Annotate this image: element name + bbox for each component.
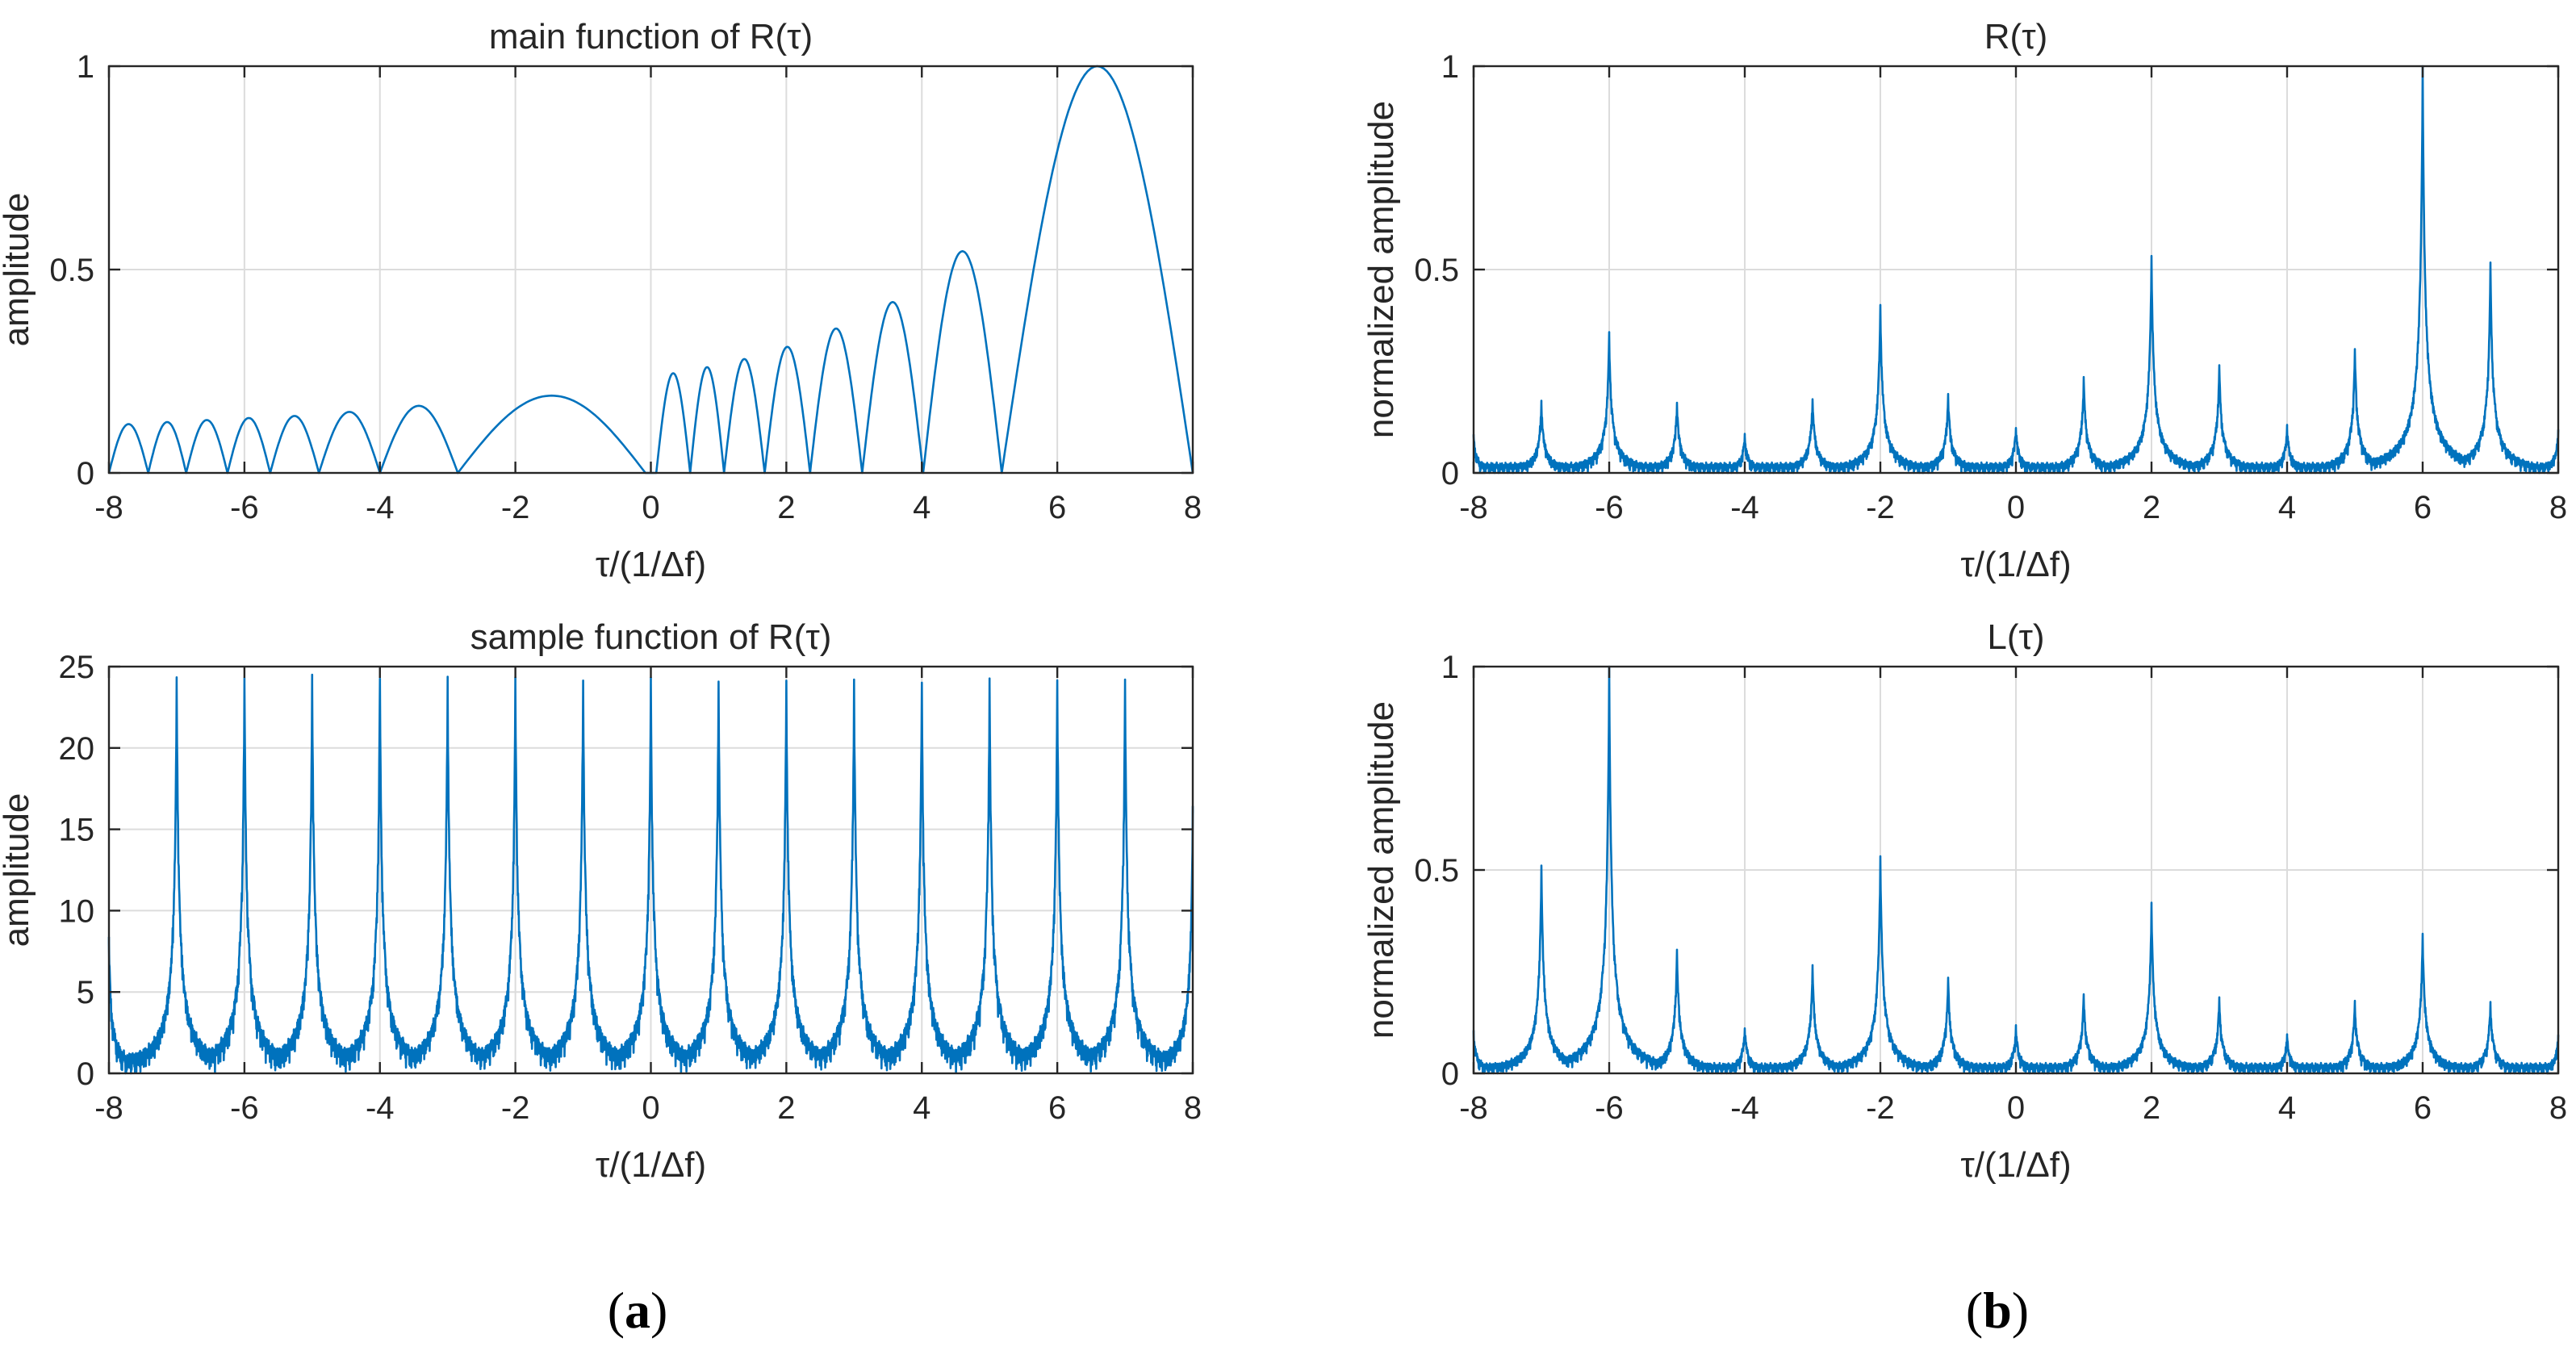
- x-tick-label: -6: [1595, 1090, 1624, 1126]
- x-tick-label: 2: [777, 1090, 795, 1126]
- x-tick-label: 2: [2143, 1090, 2160, 1126]
- x-tick-label: 4: [913, 1090, 930, 1126]
- y-tick-label: 0.5: [1414, 253, 1459, 288]
- y-tick-label: 0.5: [49, 253, 94, 288]
- panel-label-a: (a): [608, 1282, 668, 1339]
- data-series-L: [1472, 665, 2560, 1075]
- x-tick-label: 0: [642, 1090, 659, 1126]
- y-tick-label: 5: [77, 975, 94, 1010]
- y-tick-label: 15: [59, 813, 95, 848]
- y-tick-label: 0.5: [1414, 853, 1459, 889]
- x-tick-label: 4: [913, 490, 930, 525]
- y-tick-label: 1: [1441, 49, 1459, 85]
- y-tick-label: 0: [77, 456, 94, 491]
- x-tick-label: 8: [1184, 490, 1202, 525]
- x-axis-label: τ/(1/Δf): [596, 545, 706, 584]
- x-tick-label: 6: [1048, 490, 1066, 525]
- y-tick-label: 0: [77, 1056, 94, 1092]
- x-tick-label: 6: [2414, 490, 2432, 525]
- x-tick-label: 6: [2414, 1090, 2432, 1126]
- y-tick-label: 10: [59, 893, 95, 929]
- x-tick-label: 2: [777, 490, 795, 525]
- chart-L: -8 -6 -4 -2 0 2 4 6 8 0 0.5 1 L(τ) τ/(1/Δf) normalized…: [1361, 617, 2567, 1185]
- chart-title: R(τ): [1984, 17, 2047, 56]
- chart-title: sample function of R(τ): [470, 617, 832, 657]
- x-tick-label: 4: [2278, 1090, 2296, 1126]
- y-tick-label: 0: [1441, 456, 1459, 491]
- x-tick-label: 8: [1184, 1090, 1202, 1126]
- data-series-R: [1472, 65, 2560, 475]
- x-tick-label: 0: [2007, 1090, 2025, 1126]
- y-tick-label: 1: [1441, 650, 1459, 685]
- chart-sample-function: -8 -6 -4 -2 0 2 4 6 8 0 5 10 15 20 25 sample function o…: [0, 617, 1202, 1185]
- x-tick-label: -8: [1459, 1090, 1488, 1126]
- x-tick-label: 6: [1048, 1090, 1066, 1126]
- x-tick-label: -2: [1866, 490, 1895, 525]
- y-tick-label: 25: [59, 650, 95, 685]
- x-tick-label: -8: [1459, 490, 1488, 525]
- x-tick-label: 8: [2549, 490, 2567, 525]
- chart-title: main function of R(τ): [489, 17, 813, 56]
- y-tick-label: 1: [77, 49, 94, 85]
- x-tick-label: 0: [642, 490, 659, 525]
- y-axis-label: amplitude: [0, 793, 36, 947]
- x-tick-label: 8: [2549, 1090, 2567, 1126]
- data-series-sample: [107, 673, 1194, 1075]
- x-tick-label: -4: [366, 490, 395, 525]
- x-tick-label: -2: [1866, 1090, 1895, 1126]
- y-axis-label: amplitude: [0, 193, 36, 347]
- chart-main-function: -8 -6 -4 -2 0 2 4 6 8 0 0.5 1 main function of R(τ) τ…: [0, 17, 1202, 584]
- chart-R: -8 -6 -4 -2 0 2 4 6 8 0 0.5 1 R(τ) τ/(1/Δf) normalized…: [1361, 17, 2567, 584]
- x-tick-label: -6: [230, 1090, 259, 1126]
- x-tick-label: -4: [1730, 1090, 1759, 1126]
- x-tick-label: -4: [1730, 490, 1759, 525]
- x-tick-label: 0: [2007, 490, 2025, 525]
- x-tick-label: -6: [1595, 490, 1624, 525]
- x-axis-label: τ/(1/Δf): [596, 1145, 706, 1185]
- x-tick-label: -8: [94, 490, 123, 525]
- panel-label-b: (b): [1966, 1282, 2029, 1339]
- x-tick-label: -2: [501, 1090, 530, 1126]
- x-axis-label: τ/(1/Δf): [1960, 545, 2071, 584]
- chart-title: L(τ): [1987, 617, 2044, 657]
- x-tick-label: -4: [366, 1090, 395, 1126]
- x-axis-label: τ/(1/Δf): [1960, 1145, 2071, 1185]
- x-tick-label: -8: [94, 1090, 123, 1126]
- x-tick-label: -2: [501, 490, 530, 525]
- y-axis-label: normalized amplitude: [1361, 701, 1401, 1039]
- x-tick-label: -6: [230, 490, 259, 525]
- x-tick-label: 4: [2278, 490, 2296, 525]
- x-tick-label: 2: [2143, 490, 2160, 525]
- y-tick-label: 20: [59, 731, 95, 767]
- y-tick-label: 0: [1441, 1056, 1459, 1092]
- y-axis-label: normalized amplitude: [1361, 101, 1401, 438]
